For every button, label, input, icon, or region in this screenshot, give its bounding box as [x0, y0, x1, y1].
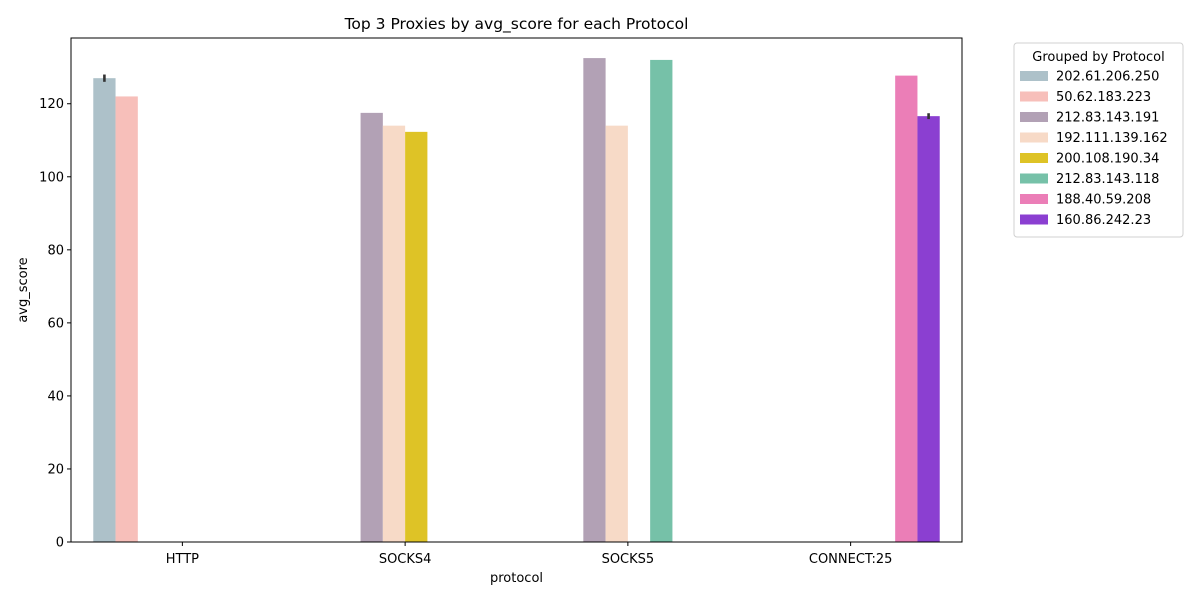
bar-socks5-212-83-143-118	[650, 59, 673, 542]
legend-swatch	[1020, 194, 1048, 204]
legend-entry-label: 212.83.143.191	[1056, 111, 1159, 126]
legend-entry-label: 192.111.139.162	[1056, 131, 1168, 146]
x-tick-label: CONNECT:25	[809, 552, 892, 567]
y-tick-label: 20	[47, 462, 64, 477]
legend-swatch	[1020, 214, 1048, 225]
chart-title: Top 3 Proxies by avg_score for each Prot…	[344, 15, 689, 34]
x-tick-label: SOCKS4	[379, 552, 432, 567]
legend-entry-label: 212.83.143.118	[1056, 172, 1159, 187]
x-tick-label: SOCKS5	[602, 552, 655, 567]
legend-swatch	[1020, 91, 1048, 102]
legend-entry-label: 160.86.242.23	[1056, 213, 1151, 228]
x-axis-label: protocol	[490, 571, 543, 586]
error-bars	[103, 74, 930, 120]
legend: Grouped by Protocol 202.61.206.250 50.62.…	[1013, 42, 1184, 238]
x-tick-label: HTTP	[166, 552, 199, 567]
legend-title: Grouped by Protocol	[1032, 50, 1164, 65]
y-tick-label: 100	[39, 170, 64, 185]
bar-http-202-61-206-250	[93, 78, 116, 542]
bar-socks4-200-108-190-34	[405, 131, 428, 542]
y-tick-label: 80	[47, 243, 64, 258]
legend-entry-label: 50.62.183.223	[1056, 90, 1151, 105]
y-axis-ticks: 0 20 40 60 80 100 120	[39, 97, 71, 551]
legend-swatch	[1020, 112, 1048, 122]
plot-bars	[93, 58, 940, 543]
bar-socks4-212-83-143-191	[360, 112, 383, 542]
bar-http-50-62-183-223	[115, 96, 138, 542]
y-tick-label: 120	[39, 97, 64, 112]
legend-entry-label: 202.61.206.250	[1056, 70, 1159, 85]
legend-swatch	[1020, 153, 1048, 163]
x-axis-ticks: HTTP SOCKS4 SOCKS5 CONNECT:25	[166, 542, 892, 567]
legend-items: 202.61.206.250 50.62.183.223 212.83.143.19…	[1020, 70, 1168, 228]
legend-frame	[1013, 42, 1184, 238]
bar-socks5-192-111-139-162	[605, 125, 628, 543]
plot-frame	[70, 37, 963, 543]
y-axis-label: avg_score	[16, 257, 31, 322]
legend-swatch	[1020, 173, 1048, 184]
bar-connect-25-160-86-242-23	[917, 116, 940, 542]
legend-swatch	[1020, 132, 1048, 143]
y-tick-label: 40	[47, 389, 64, 404]
bar-socks4-192-111-139-162	[382, 125, 406, 543]
legend-entry-label: 200.108.190.34	[1056, 152, 1159, 167]
y-tick-label: 0	[56, 536, 64, 551]
bar-connect-25-188-40-59-208	[895, 75, 918, 542]
legend-swatch	[1020, 71, 1048, 81]
bar-socks5-212-83-143-191	[583, 58, 606, 543]
legend-entry-label: 188.40.59.208	[1056, 193, 1151, 208]
y-tick-label: 60	[47, 316, 64, 331]
